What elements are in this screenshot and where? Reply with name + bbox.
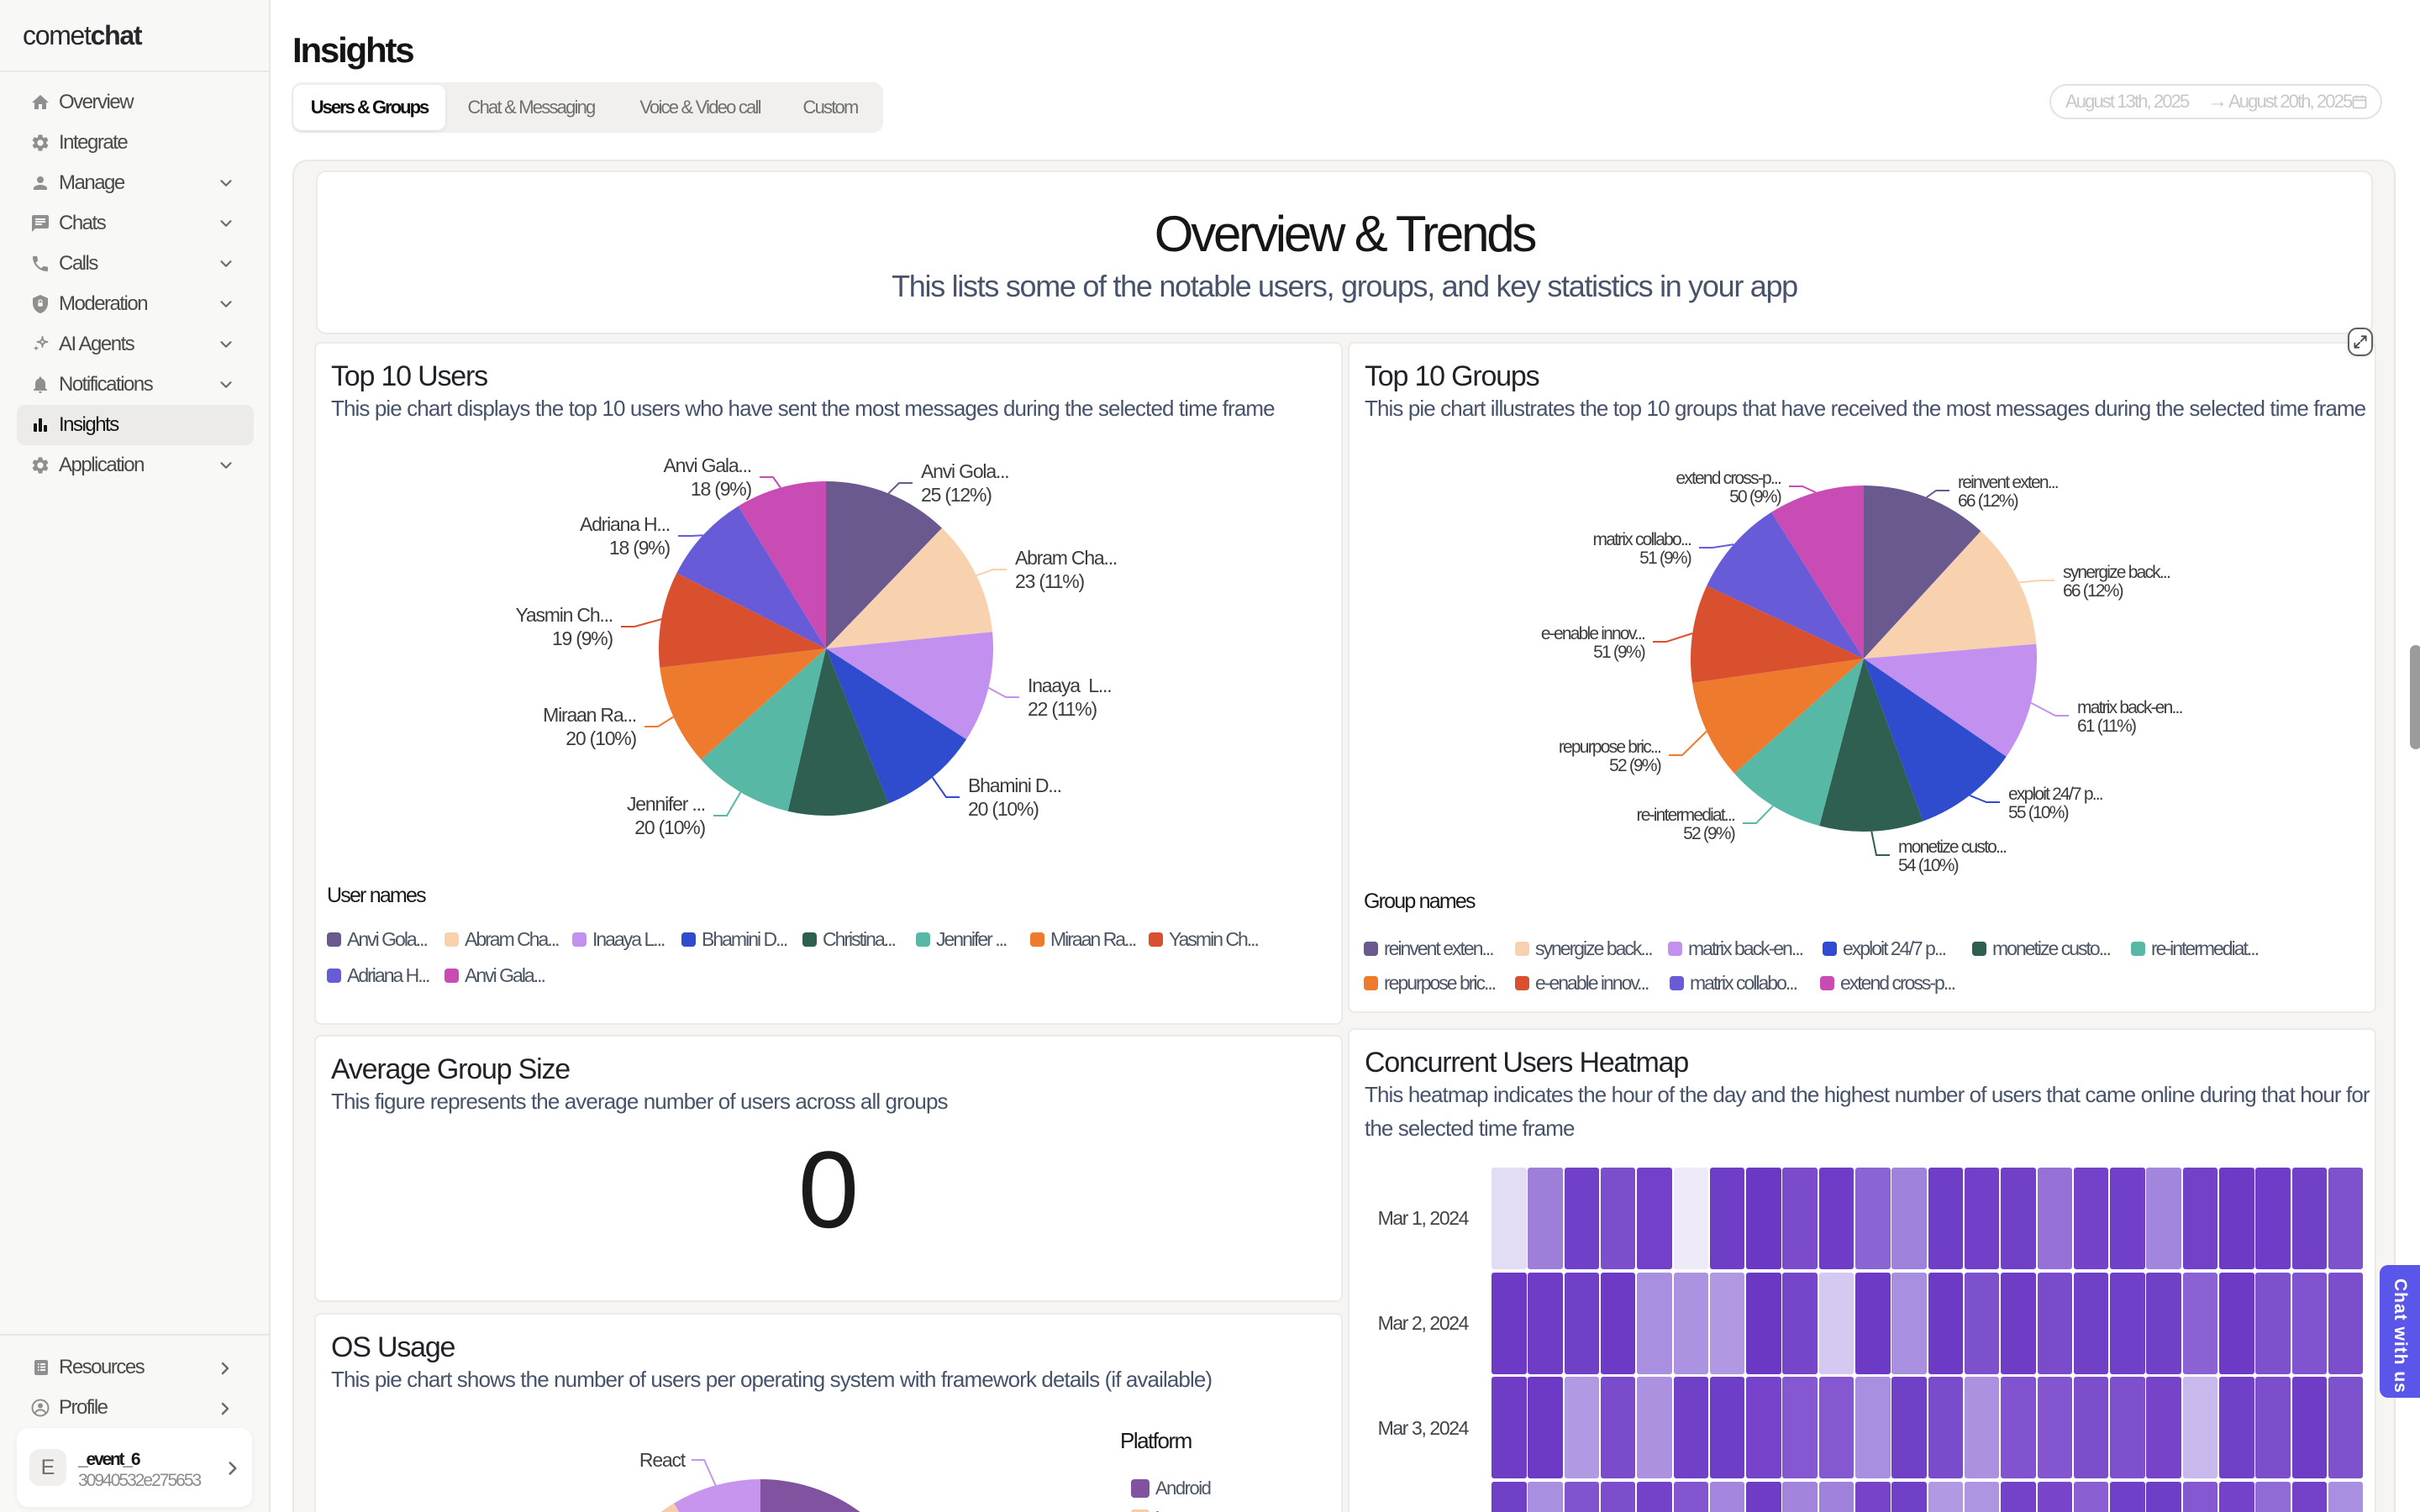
svg-text:Adriana H...: Adriana H... bbox=[580, 513, 670, 535]
svg-text:51 (9%): 51 (9%) bbox=[1593, 643, 1645, 662]
svg-text:e-enable innov...: e-enable innov... bbox=[1541, 624, 1644, 643]
svg-text:repurpose bric...: repurpose bric... bbox=[1559, 738, 1660, 757]
svg-text:Miraan Ra...: Miraan Ra... bbox=[543, 704, 636, 726]
svg-text:matrix back-en...: matrix back-en... bbox=[2077, 698, 2182, 717]
svg-text:51 (9%): 51 (9%) bbox=[1639, 549, 1691, 568]
svg-text:Anvi Gala...: Anvi Gala... bbox=[664, 454, 752, 476]
svg-text:re-intermediat...: re-intermediat... bbox=[1637, 806, 1734, 825]
svg-text:React: React bbox=[639, 1449, 687, 1471]
svg-text:exploit 24/7 p...: exploit 24/7 p... bbox=[2008, 785, 2102, 804]
svg-text:18 (9%): 18 (9%) bbox=[691, 478, 752, 500]
svg-text:66 (12%): 66 (12%) bbox=[1958, 491, 2018, 511]
svg-text:52 (9%): 52 (9%) bbox=[1609, 756, 1661, 775]
svg-text:22 (11%): 22 (11%) bbox=[1028, 698, 1097, 720]
svg-text:monetize custo...: monetize custo... bbox=[1898, 837, 2006, 857]
svg-text:Yasmin Ch...: Yasmin Ch... bbox=[515, 604, 613, 626]
svg-text:20 (10%): 20 (10%) bbox=[566, 727, 636, 749]
svg-text:61 (11%): 61 (11%) bbox=[2077, 717, 2136, 736]
svg-text:25 (12%): 25 (12%) bbox=[921, 484, 992, 506]
svg-text:20 (10%): 20 (10%) bbox=[968, 798, 1039, 820]
svg-text:19 (9%): 19 (9%) bbox=[552, 627, 613, 649]
svg-text:synergize back...: synergize back... bbox=[2063, 563, 2170, 582]
svg-text:18 (9%): 18 (9%) bbox=[609, 537, 671, 559]
svg-text:Abram Cha...: Abram Cha... bbox=[1015, 547, 1117, 569]
svg-text:Inaaya L...: Inaaya L... bbox=[1028, 675, 1111, 696]
svg-text:Bhamini D...: Bhamini D... bbox=[968, 774, 1061, 796]
svg-text:matrix collabo...: matrix collabo... bbox=[1593, 530, 1691, 549]
svg-text:23 (11%): 23 (11%) bbox=[1015, 570, 1085, 592]
svg-text:66 (12%): 66 (12%) bbox=[2063, 581, 2123, 601]
svg-text:extend cross-p...: extend cross-p... bbox=[1676, 469, 1781, 488]
svg-text:52 (9%): 52 (9%) bbox=[1683, 824, 1735, 843]
svg-text:Jennifer ...: Jennifer ... bbox=[627, 793, 705, 815]
svg-text:Anvi Gola...: Anvi Gola... bbox=[921, 460, 1009, 482]
svg-text:50 (9%): 50 (9%) bbox=[1729, 487, 1781, 507]
svg-text:54 (10%): 54 (10%) bbox=[1898, 856, 1959, 875]
svg-text:55 (10%): 55 (10%) bbox=[2008, 803, 2069, 822]
svg-text:20 (10%): 20 (10%) bbox=[634, 816, 705, 838]
svg-text:reinvent exten...: reinvent exten... bbox=[1958, 473, 2058, 492]
